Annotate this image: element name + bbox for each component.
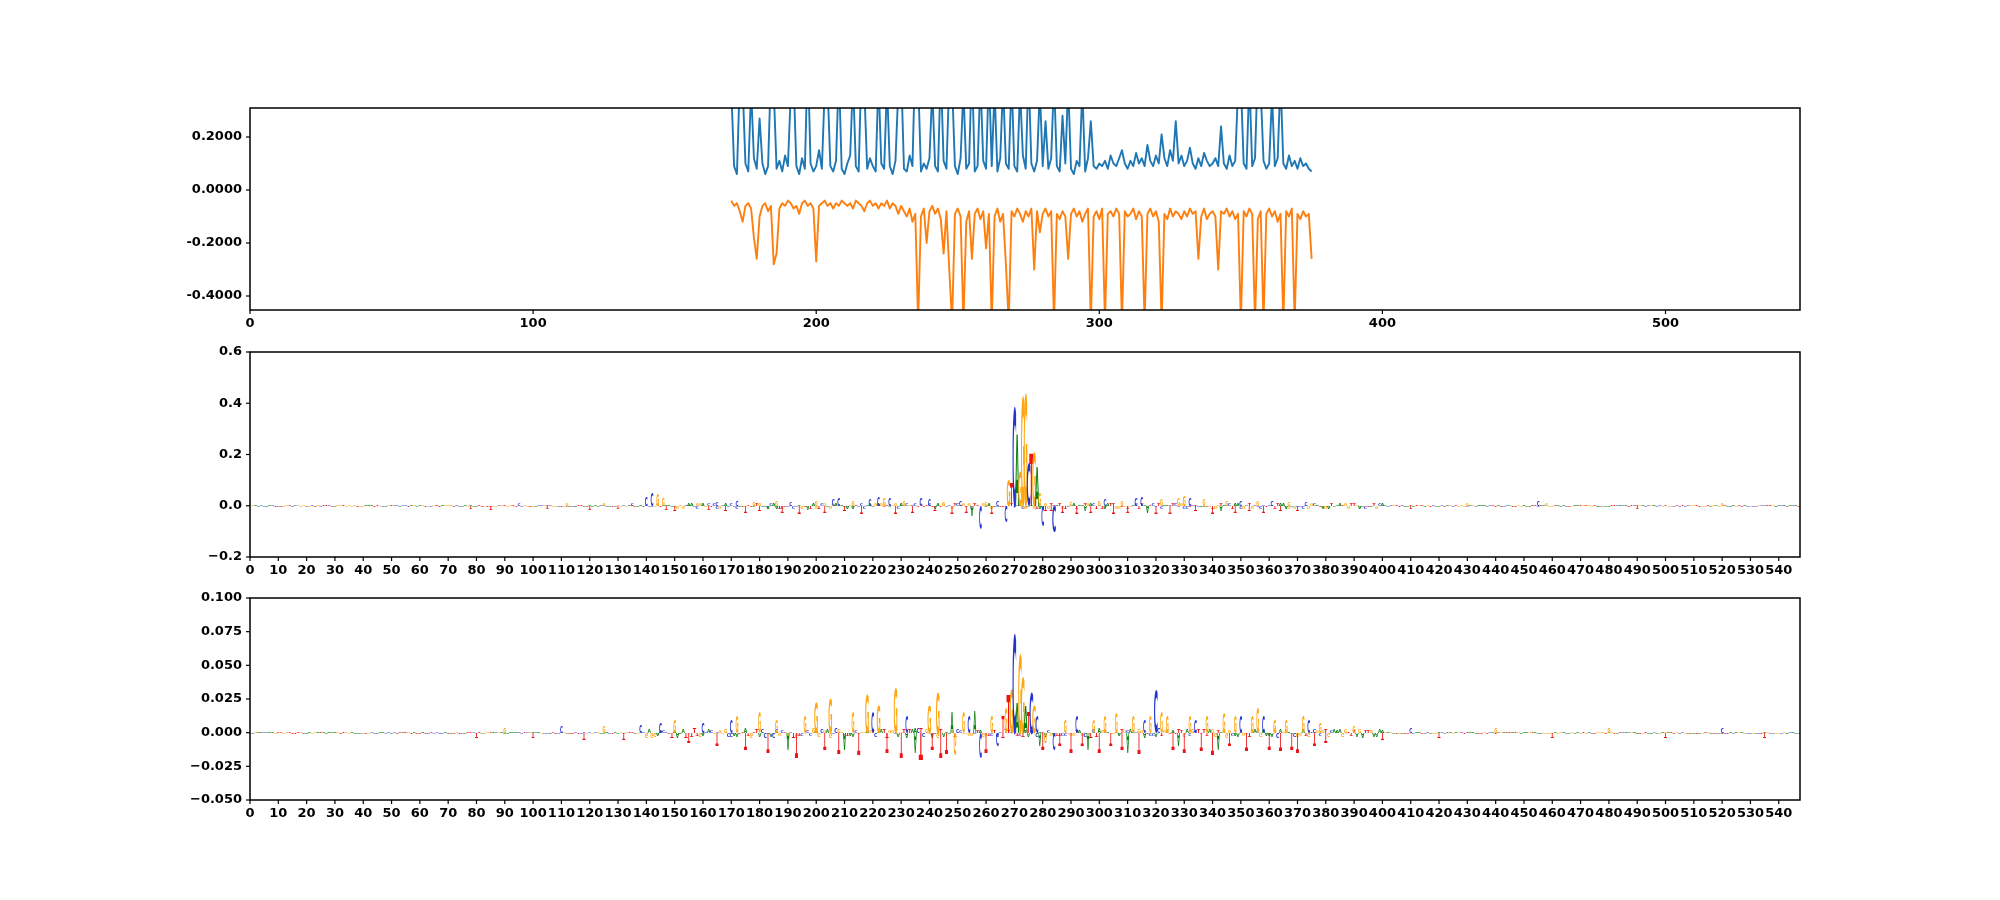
figure	[0, 0, 2000, 900]
figure-canvas	[0, 0, 2000, 900]
